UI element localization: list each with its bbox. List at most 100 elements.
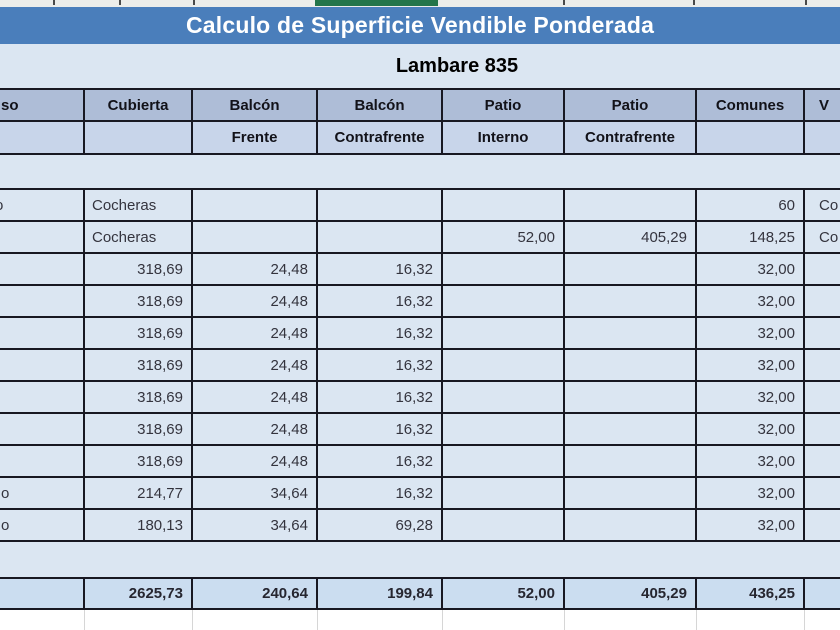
column-header-cell[interactable]: Contrafrente	[565, 122, 697, 153]
table-cell[interactable]	[318, 222, 443, 252]
table-cell[interactable]	[0, 350, 85, 380]
table-cell[interactable]	[565, 190, 697, 220]
table-cell[interactable]: 148,25	[697, 222, 805, 252]
column-header-cell[interactable]	[805, 122, 840, 153]
table-cell[interactable]	[565, 286, 697, 316]
table-cell[interactable]	[565, 414, 697, 444]
table-cell[interactable]	[0, 579, 85, 608]
table-cell[interactable]: 16,32	[318, 446, 443, 476]
table-cell[interactable]: 24,48	[193, 286, 318, 316]
table-cell[interactable]: 24,48	[193, 414, 318, 444]
table-cell[interactable]: 180,13	[85, 510, 193, 540]
table-cell[interactable]	[805, 350, 840, 380]
column-header-cell[interactable]: Patio	[443, 90, 565, 120]
table-cell[interactable]: 16,32	[318, 478, 443, 508]
table-cell[interactable]: 34,64	[193, 510, 318, 540]
table-cell[interactable]: 405,29	[565, 222, 697, 252]
table-cell[interactable]	[805, 446, 840, 476]
table-cell[interactable]: Cocheras	[85, 222, 193, 252]
table-cell[interactable]: 2625,73	[85, 579, 193, 608]
table-cell[interactable]	[0, 382, 85, 412]
sheet-subtitle[interactable]: Lambare 835	[395, 54, 519, 77]
table-cell[interactable]: 16,32	[318, 286, 443, 316]
table-cell[interactable]: 16,32	[318, 382, 443, 412]
table-cell[interactable]	[805, 478, 840, 508]
column-header-cell[interactable]: Balcón	[193, 90, 318, 120]
table-cell[interactable]	[565, 382, 697, 412]
table-cell[interactable]: o	[0, 190, 85, 220]
table-cell[interactable]: 318,69	[85, 446, 193, 476]
table-cell[interactable]: o	[0, 478, 85, 508]
table-cell[interactable]	[0, 254, 85, 284]
table-cell[interactable]: 32,00	[697, 510, 805, 540]
column-header-cell[interactable]: Cubierta	[85, 90, 193, 120]
table-cell[interactable]: 405,29	[565, 579, 697, 608]
column-header-cell[interactable]: Patio	[565, 90, 697, 120]
table-cell[interactable]	[443, 414, 565, 444]
table-cell[interactable]: 52,00	[443, 222, 565, 252]
table-cell[interactable]: 32,00	[697, 350, 805, 380]
table-cell[interactable]: 199,84	[318, 579, 443, 608]
table-cell[interactable]: 436,25	[697, 579, 805, 608]
table-cell[interactable]	[565, 478, 697, 508]
table-cell[interactable]	[805, 318, 840, 348]
table-cell[interactable]: 240,64	[193, 579, 318, 608]
table-cell[interactable]	[565, 446, 697, 476]
table-cell[interactable]: 34,64	[193, 478, 318, 508]
table-cell[interactable]: 16,32	[318, 350, 443, 380]
table-cell[interactable]: Co	[805, 190, 840, 220]
table-cell[interactable]: 16,32	[318, 414, 443, 444]
table-cell[interactable]: 318,69	[85, 414, 193, 444]
table-cell[interactable]	[443, 382, 565, 412]
table-cell[interactable]: 318,69	[85, 318, 193, 348]
table-cell[interactable]: 60	[697, 190, 805, 220]
table-cell[interactable]: Co	[805, 222, 840, 252]
table-cell[interactable]	[805, 579, 840, 608]
table-cell[interactable]	[193, 190, 318, 220]
table-cell[interactable]	[193, 222, 318, 252]
table-cell[interactable]: 69,28	[318, 510, 443, 540]
table-cell[interactable]	[443, 254, 565, 284]
column-header-cell[interactable]	[697, 122, 805, 153]
column-header-cell[interactable]: V	[805, 90, 840, 120]
column-header-cell[interactable]	[0, 122, 85, 153]
column-header-cell[interactable]: Frente	[193, 122, 318, 153]
table-cell[interactable]	[443, 478, 565, 508]
table-cell[interactable]	[565, 254, 697, 284]
table-cell[interactable]	[805, 382, 840, 412]
table-cell[interactable]	[565, 350, 697, 380]
sheet-title[interactable]: Calculo de Superficie Vendible Ponderada	[185, 12, 655, 38]
table-cell[interactable]: 318,69	[85, 350, 193, 380]
table-cell[interactable]: 318,69	[85, 286, 193, 316]
table-cell[interactable]	[443, 350, 565, 380]
table-cell[interactable]	[805, 414, 840, 444]
table-cell[interactable]: 32,00	[697, 382, 805, 412]
column-header-cell[interactable]: Balcón	[318, 90, 443, 120]
table-cell[interactable]	[318, 190, 443, 220]
table-cell[interactable]: 24,48	[193, 350, 318, 380]
table-cell[interactable]: 32,00	[697, 286, 805, 316]
table-cell[interactable]	[0, 318, 85, 348]
table-cell[interactable]: 52,00	[443, 579, 565, 608]
table-cell[interactable]	[443, 510, 565, 540]
table-cell[interactable]	[443, 446, 565, 476]
table-cell[interactable]: 318,69	[85, 382, 193, 412]
table-cell[interactable]: 24,48	[193, 446, 318, 476]
table-cell[interactable]: 32,00	[697, 318, 805, 348]
table-cell[interactable]: o	[0, 510, 85, 540]
table-cell[interactable]: 32,00	[697, 414, 805, 444]
table-cell[interactable]	[565, 318, 697, 348]
table-cell[interactable]: 24,48	[193, 254, 318, 284]
table-cell[interactable]: 32,00	[697, 254, 805, 284]
table-cell[interactable]	[443, 318, 565, 348]
column-header-cell[interactable]: Contrafrente	[318, 122, 443, 153]
table-cell[interactable]	[0, 414, 85, 444]
table-cell[interactable]: 214,77	[85, 478, 193, 508]
table-cell[interactable]: Cocheras	[85, 190, 193, 220]
table-cell[interactable]: 32,00	[697, 478, 805, 508]
table-cell[interactable]	[805, 286, 840, 316]
table-cell[interactable]	[805, 254, 840, 284]
table-cell[interactable]	[443, 190, 565, 220]
column-header-cell[interactable]: Comunes	[697, 90, 805, 120]
table-cell[interactable]	[805, 510, 840, 540]
